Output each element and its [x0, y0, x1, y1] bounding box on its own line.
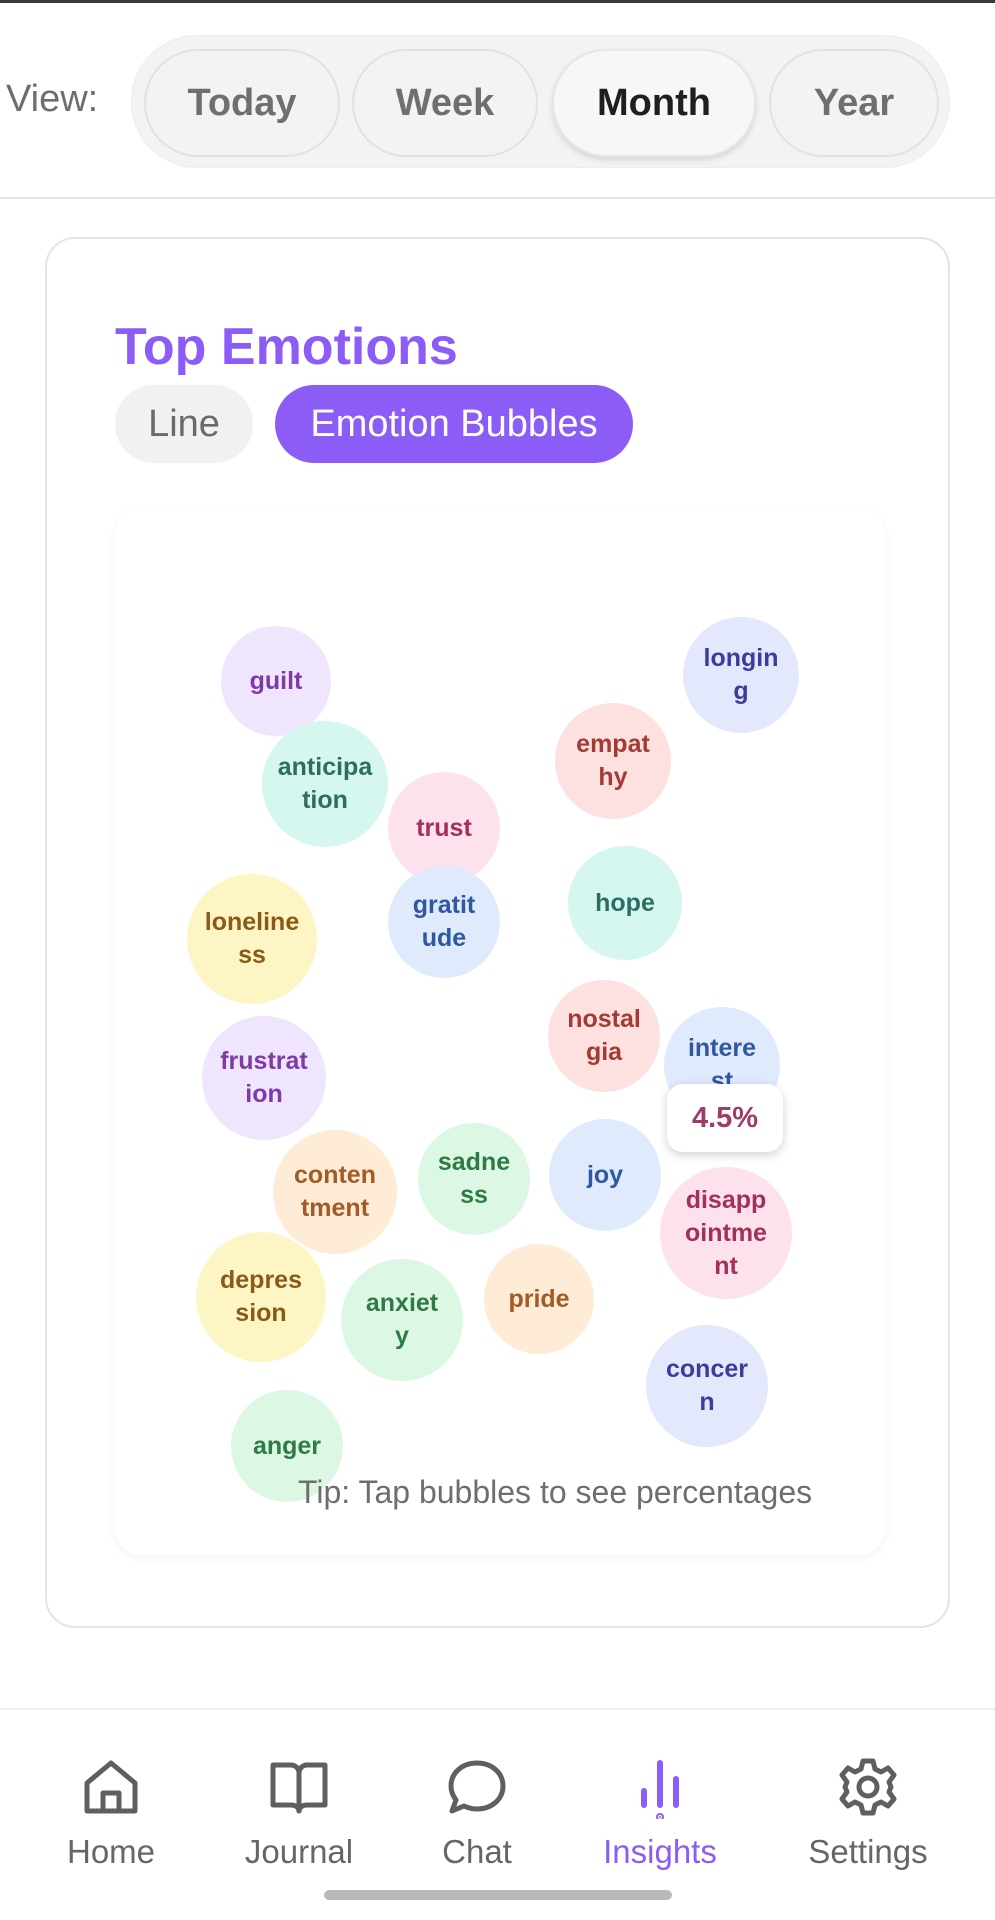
bubble-nostalgia[interactable]: nostalgia: [548, 980, 660, 1092]
nav-insights-label: Insights: [603, 1833, 717, 1870]
view-option-month[interactable]: Month: [552, 49, 756, 157]
bubble-tip-text: Tip: Tap bubbles to see percentages: [298, 1474, 813, 1510]
bubble-contentment[interactable]: contentment: [273, 1130, 397, 1254]
line-view-toggle[interactable]: Line: [115, 385, 253, 463]
view-option-today[interactable]: Today: [144, 49, 340, 157]
home-indicator[interactable]: [324, 1890, 672, 1900]
bubble-depression[interactable]: depression: [196, 1232, 326, 1362]
bubble-disappointment[interactable]: disappointment: [660, 1167, 792, 1299]
gear-icon: [839, 1758, 897, 1816]
bubble-anxiety[interactable]: anxiety: [341, 1259, 463, 1381]
bubble-gratitude[interactable]: gratitude: [388, 866, 500, 978]
nav-journal[interactable]: Journal: [214, 1755, 384, 1871]
bubble-concern[interactable]: concern: [646, 1325, 768, 1447]
bubble-trust[interactable]: trust: [388, 772, 500, 884]
book-icon: [270, 1762, 328, 1814]
bubble-empathy[interactable]: empathy: [555, 703, 671, 819]
nav-insights[interactable]: Insights: [575, 1755, 745, 1871]
nav-home[interactable]: Home: [26, 1755, 196, 1871]
emotion-bubbles-toggle[interactable]: Emotion Bubbles: [275, 385, 633, 463]
bubble-anger[interactable]: anger: [231, 1390, 343, 1502]
nav-settings-label: Settings: [808, 1833, 928, 1870]
top-border: [0, 0, 995, 3]
nav-chat-label: Chat: [442, 1833, 512, 1870]
view-option-week[interactable]: Week: [352, 49, 538, 157]
view-selector-bar: View: Today Week Month Year: [0, 3, 995, 199]
insights-bars-icon: [641, 1760, 679, 1819]
bottom-navigation: Home Journal Chat Insights Settings: [0, 1708, 995, 1920]
bubble-anticipation[interactable]: anticipation: [262, 721, 388, 847]
percentage-tooltip: 4.5%: [667, 1084, 783, 1152]
nav-home-label: Home: [66, 1833, 156, 1870]
bubble-pride[interactable]: pride: [484, 1244, 594, 1354]
nav-chat[interactable]: Chat: [392, 1755, 562, 1871]
bubble-loneliness[interactable]: loneliness: [187, 874, 317, 1004]
nav-journal-label: Journal: [244, 1833, 354, 1870]
bubble-longing[interactable]: longing: [683, 617, 799, 733]
bubble-joy[interactable]: joy: [549, 1119, 661, 1231]
nav-settings[interactable]: Settings: [783, 1755, 953, 1871]
view-option-year[interactable]: Year: [769, 49, 939, 157]
card-title: Top Emotions: [115, 318, 458, 376]
bubble-guilt[interactable]: guilt: [221, 626, 331, 736]
view-segmented-control: Today Week Month Year: [131, 35, 950, 168]
home-icon: [84, 1760, 138, 1814]
bubble-frustration[interactable]: frustration: [202, 1016, 326, 1140]
view-label: View:: [6, 78, 99, 120]
bubble-hope[interactable]: hope: [568, 846, 682, 960]
bubble-sadness[interactable]: sadness: [418, 1123, 530, 1235]
chat-bubble-icon: [448, 1760, 506, 1814]
